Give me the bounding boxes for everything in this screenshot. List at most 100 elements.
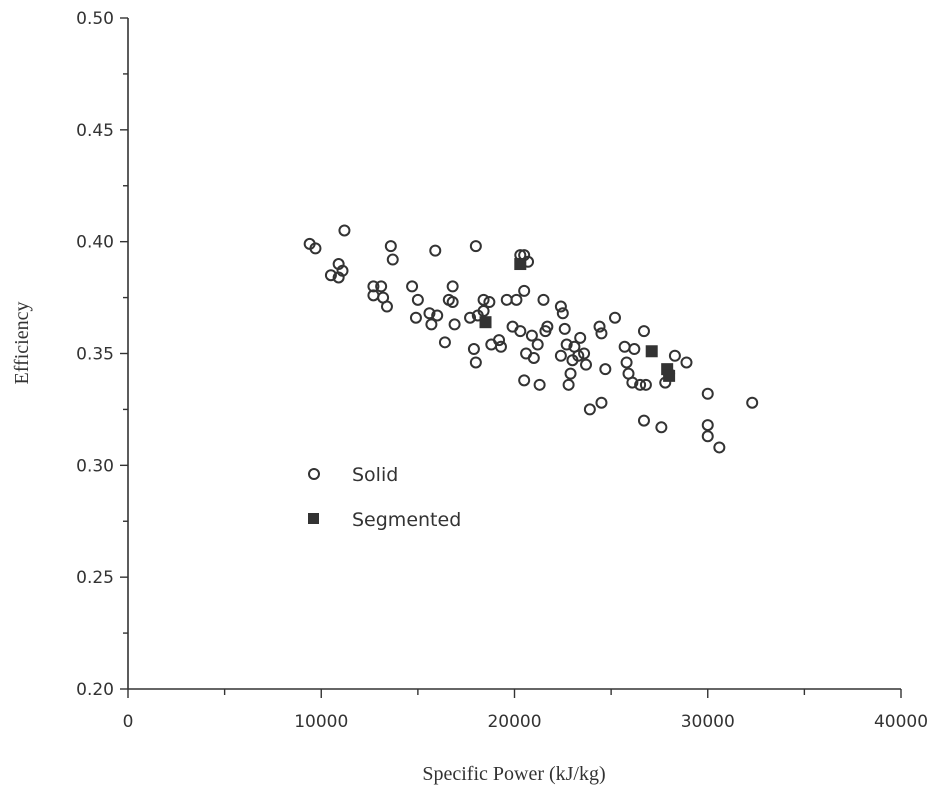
y-tick-label: 0.25 xyxy=(76,568,114,588)
solid-point xyxy=(556,307,569,320)
solid-point xyxy=(531,338,544,351)
solid-point xyxy=(533,378,546,391)
solid-point xyxy=(599,363,612,376)
solid-point xyxy=(634,378,647,391)
y-axis-title: Efficiency xyxy=(11,302,33,385)
series-solid xyxy=(303,224,759,454)
solid-point xyxy=(537,293,550,306)
y-tick-label: 0.30 xyxy=(76,456,114,476)
segmented-point xyxy=(645,345,658,358)
solid-point xyxy=(554,349,567,362)
solid-point xyxy=(637,414,650,427)
solid-point xyxy=(595,327,608,340)
solid-point xyxy=(446,296,459,309)
solid-point xyxy=(668,349,681,362)
plot-area xyxy=(127,18,901,690)
solid-point xyxy=(560,338,573,351)
x-axis-title: Specific Power (kJ/kg) xyxy=(422,763,605,785)
legend-solid-label: Solid xyxy=(352,464,398,486)
x-axis: 0 10000 20000 30000 40000 xyxy=(123,689,928,732)
solid-point xyxy=(574,331,587,344)
solid-point xyxy=(527,351,540,364)
legend: Solid Segmented xyxy=(308,464,461,531)
solid-point xyxy=(701,430,714,443)
solid-point xyxy=(500,293,513,306)
solid-point xyxy=(608,311,621,324)
solid-point xyxy=(593,320,606,333)
segmented-point xyxy=(514,258,527,271)
solid-point xyxy=(572,349,585,362)
solid-point xyxy=(446,280,459,293)
solid-point xyxy=(409,311,422,324)
data-series xyxy=(303,224,759,454)
solid-point xyxy=(494,340,507,353)
solid-point xyxy=(701,419,714,432)
solid-point xyxy=(411,293,424,306)
solid-point xyxy=(425,318,438,331)
y-axis: 0.20 0.25 0.30 0.35 0.40 0.45 0.50 xyxy=(76,9,128,700)
segmented-point xyxy=(663,369,676,382)
solid-point xyxy=(639,378,652,391)
solid-point xyxy=(620,356,633,369)
solid-point xyxy=(583,403,596,416)
y-tick-label: 0.50 xyxy=(76,9,114,29)
solid-point xyxy=(541,320,554,333)
solid-point xyxy=(510,293,523,306)
solid-point xyxy=(423,307,436,320)
solid-point xyxy=(464,311,477,324)
solid-point xyxy=(518,374,531,387)
y-tick-label: 0.40 xyxy=(76,233,114,253)
solid-point xyxy=(324,269,337,282)
y-tick-label: 0.45 xyxy=(76,121,114,141)
x-tick-label: 0 xyxy=(123,712,134,732)
solid-point xyxy=(518,284,531,297)
solid-point xyxy=(431,309,444,322)
solid-point xyxy=(655,421,668,434)
solid-point xyxy=(580,358,593,371)
y-tick-label: 0.20 xyxy=(76,680,114,700)
solid-point xyxy=(554,300,567,313)
solid-point xyxy=(493,334,506,347)
solid-point xyxy=(637,325,650,338)
solid-point xyxy=(477,305,490,318)
solid-point xyxy=(367,280,380,293)
solid-point xyxy=(338,224,351,237)
x-tick-label: 10000 xyxy=(294,712,348,732)
x-tick-label: 40000 xyxy=(874,712,928,732)
solid-point xyxy=(562,378,575,391)
solid-point xyxy=(595,396,608,409)
solid-point xyxy=(380,300,393,313)
segmented-point xyxy=(479,316,492,329)
solid-point xyxy=(701,387,714,400)
solid-point xyxy=(564,367,577,380)
solid-point xyxy=(628,343,641,356)
solid-point xyxy=(375,280,388,293)
solid-point xyxy=(438,336,451,349)
solid-point xyxy=(477,293,490,306)
legend-segmented-marker xyxy=(308,513,319,524)
solid-point xyxy=(406,280,419,293)
solid-point xyxy=(578,347,591,360)
x-tick-label: 20000 xyxy=(487,712,541,732)
solid-point xyxy=(746,396,759,409)
solid-point xyxy=(467,343,480,356)
y-tick-label: 0.35 xyxy=(76,345,114,365)
legend-segmented-label: Segmented xyxy=(352,509,461,531)
solid-point xyxy=(429,244,442,257)
solid-point xyxy=(384,240,397,253)
solid-point xyxy=(514,325,527,338)
legend-solid-marker xyxy=(308,468,320,480)
solid-point xyxy=(469,356,482,369)
solid-point xyxy=(680,356,693,369)
solid-point xyxy=(525,329,538,342)
solid-point xyxy=(618,340,631,353)
x-tick-label: 30000 xyxy=(681,712,735,732)
solid-point xyxy=(483,296,496,309)
solid-point xyxy=(336,264,349,277)
solid-point xyxy=(558,322,571,335)
solid-point xyxy=(469,240,482,253)
series-segmented xyxy=(479,258,676,382)
solid-point xyxy=(309,242,322,255)
solid-point xyxy=(626,376,639,389)
